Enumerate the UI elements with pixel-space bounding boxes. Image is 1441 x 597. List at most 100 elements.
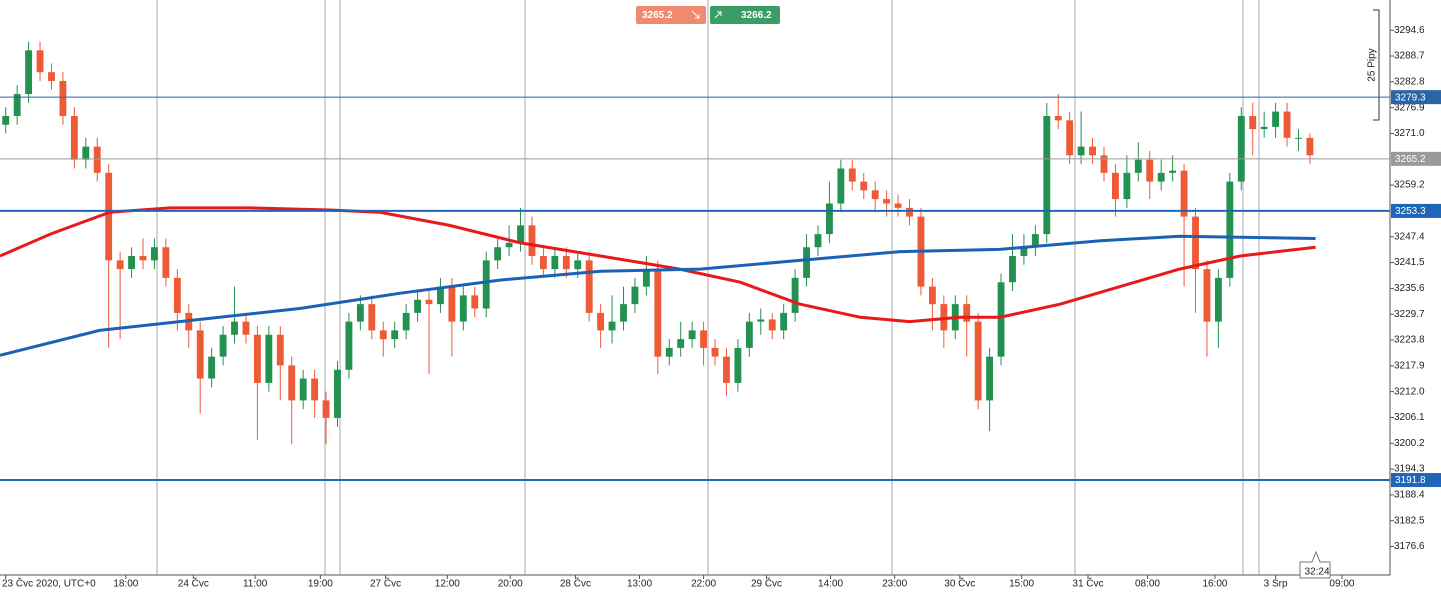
candle-body [1180,170,1188,217]
x-tick-label: 19:00 [308,579,333,590]
price-level-label: 3253.3 [1395,206,1426,217]
candle-body [482,260,490,309]
candle-body [574,260,582,270]
candle-body [151,247,158,261]
x-tick-label: 30 Čvc [944,577,975,590]
candle-body [414,299,422,313]
candle-body [59,80,67,116]
candle-body [1214,277,1222,322]
candle-body [562,255,570,270]
candle-body [906,207,913,217]
y-tick-label: 3182.5 [1394,515,1425,526]
candle-body [288,365,296,401]
candle-body [1112,172,1119,200]
candle-body [1249,115,1257,130]
buy-button[interactable] [710,6,780,24]
candle-body [334,369,341,418]
candle-body [105,172,113,261]
sell-icon [691,10,700,19]
candle-body [82,146,90,160]
candle-body [642,269,650,287]
candle-body [128,255,135,270]
candle-body [1260,126,1268,130]
buy-price[interactable]: 3266.2 [741,10,772,21]
candle-body [13,94,21,116]
candle-body [494,247,502,261]
y-tick-label: 3194.3 [1394,464,1425,475]
candle-body [425,299,433,305]
candle-body [345,321,353,370]
x-tick-label: 28 Čvc [560,577,591,590]
x-tick-label: 29 Čvc [751,577,782,590]
x-tick-label: 3 Srp [1264,579,1288,590]
countdown: 32:24 [1304,567,1329,578]
candle-body [276,334,284,366]
sell-price[interactable]: 3265.2 [642,10,673,21]
candle-body [1043,115,1051,235]
candle-body [70,115,78,160]
candle-body [1192,216,1199,270]
candle-body [825,203,833,235]
price-level-tag [1391,203,1441,218]
x-tick-label: 16:00 [1202,579,1227,590]
moving-average [0,206,1316,324]
x-tick-label: 18:00 [113,579,138,590]
candle-body [253,334,261,383]
price-level-label: 3279.3 [1395,92,1426,103]
price-level-tag [1391,151,1441,166]
y-tick-label: 3294.6 [1394,25,1425,36]
y-tick-label: 3271.0 [1394,128,1425,139]
candle-body [963,304,971,322]
candle-body [196,330,204,379]
candle-body [928,286,936,305]
candle-body [700,330,708,348]
candle-body [1169,170,1177,173]
y-tick-label: 3282.8 [1394,76,1425,87]
candle-body [528,225,536,256]
price-level-label: 3191.8 [1395,475,1426,486]
candle-body [1237,115,1245,182]
y-tick-label: 3241.5 [1394,257,1425,268]
candle-body [883,199,891,204]
candle-body [471,295,479,309]
candle-body [1272,111,1280,127]
candle-body [585,260,593,313]
candle-body [368,304,376,331]
candle-body [1146,159,1154,182]
candle-body [322,400,330,418]
candle-body [1054,115,1062,121]
countdown-box [1299,550,1331,579]
candle-body [379,330,387,340]
candle-body [814,234,822,248]
candle-body [997,282,1005,357]
candle-body [631,286,639,305]
candle-body [517,225,524,243]
y-tick-label: 3288.7 [1394,51,1425,62]
y-tick-label: 3176.6 [1394,541,1425,552]
candle-body [402,312,410,331]
sell-button[interactable] [636,6,706,24]
candle-body [757,319,765,322]
candle-body [608,321,616,331]
candle-body [734,347,742,383]
moving-average [0,234,1316,357]
candle-body [1134,159,1142,173]
candle-body [1020,247,1028,256]
candle-body [356,304,364,322]
price-level-tag [1391,90,1441,105]
y-tick-label: 3235.6 [1394,283,1425,294]
y-tick-label: 3217.9 [1394,360,1425,371]
candle-body [723,356,730,383]
x-tick-label: 14:00 [818,579,843,590]
x-tick-label: 23 Čvc 2020, UTC+0 [2,577,96,590]
candle-body [2,115,10,125]
candle-body [688,330,696,340]
x-tick-label: 09:00 [1329,579,1354,590]
candle-body [93,146,101,173]
candle-body [780,312,788,331]
candle-body [208,356,216,379]
candle-body [116,260,124,270]
candle-body [36,50,44,73]
candle-body [437,286,444,305]
candle-body [791,277,799,313]
